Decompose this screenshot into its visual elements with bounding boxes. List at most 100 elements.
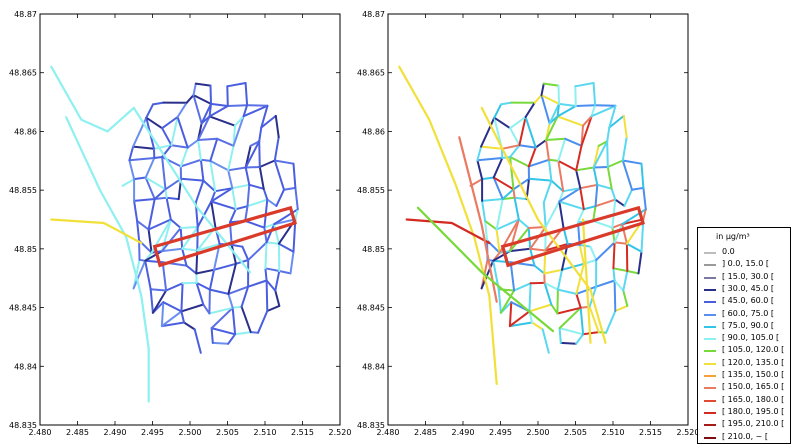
road-segment (642, 186, 647, 211)
road-segment (592, 166, 599, 186)
road-segment (262, 187, 269, 201)
road-segment (230, 243, 237, 265)
road-segment (209, 159, 230, 172)
road-segment (169, 218, 182, 229)
road-segment (153, 196, 168, 200)
road-segment (197, 115, 211, 141)
road-segment (612, 267, 629, 272)
road-segment (249, 331, 260, 334)
x-tick-label: 2.515 (639, 428, 662, 437)
road-segment (556, 105, 577, 118)
y-tick-label: 48.84 (362, 362, 385, 371)
x-tick-label: 2.510 (254, 428, 277, 437)
road-segment (160, 321, 185, 328)
y-tick-label: 48.87 (14, 10, 37, 19)
road-segment (562, 187, 582, 193)
road-segment (144, 157, 156, 179)
road-segment (542, 82, 560, 87)
road-segment (612, 241, 616, 270)
y-tick-label: 48.835 (357, 421, 385, 430)
road-segment (232, 115, 245, 147)
road-segment (192, 82, 197, 97)
road-segment (185, 264, 198, 275)
legend-swatch (704, 276, 716, 279)
road-segment (484, 219, 489, 242)
road-segment (260, 104, 269, 129)
legend-item: [ 120.0, 135.0 [ (702, 357, 792, 369)
road-segment (612, 267, 616, 282)
road-segment (294, 186, 299, 211)
x-tick-label: 2.495 (141, 428, 164, 437)
road-segment (278, 270, 292, 275)
legend-item: [ 60.0, 75.0 [ (702, 308, 792, 320)
road-segment (149, 288, 154, 314)
legend-item: [ 165.0, 180.0 [ (702, 394, 792, 406)
road-segment (596, 183, 613, 190)
legend-label: [ 60.0, 75.0 [ (722, 308, 775, 318)
road-segment (186, 139, 200, 149)
road-segment (575, 262, 585, 295)
road-segment (208, 268, 215, 291)
road-segment (621, 208, 647, 226)
road-segment (193, 328, 202, 354)
road-segment (289, 250, 295, 275)
road-segment (557, 84, 560, 105)
road-segment (556, 288, 559, 315)
road-segment (199, 158, 212, 162)
road-segment (613, 279, 617, 312)
road-segment (227, 333, 237, 345)
road-segment (611, 223, 624, 229)
road-segment (231, 305, 243, 309)
road-segment (214, 187, 234, 193)
road-segment (164, 177, 182, 191)
road-segment (575, 169, 582, 190)
road-segment (202, 303, 211, 315)
road-segment (579, 306, 585, 336)
road-segment (595, 241, 616, 261)
legend-title: in μg/m³ (716, 232, 750, 241)
road-segment (622, 270, 629, 292)
road-segment (545, 137, 567, 141)
x-tick-label: 2.490 (452, 428, 475, 437)
road-segment (226, 85, 229, 107)
road-segment (540, 94, 551, 125)
road-segment (575, 144, 583, 172)
road-segment (161, 156, 167, 191)
road-segment (242, 104, 269, 118)
road-segment (128, 157, 156, 162)
road-segment (518, 144, 537, 149)
legend-item: [ 30.0, 45.0 [ (702, 283, 792, 295)
road-segment (170, 144, 189, 149)
road-segment (242, 104, 249, 118)
road-segment (210, 102, 229, 107)
legend-label: [ 120.0, 135.0 [ (722, 357, 785, 367)
road-segment (528, 303, 553, 313)
road-segment (547, 158, 553, 182)
map-panel-right: 2.480 2.485 2.490 2.495 2.500 2.505 2.510 2.515… (357, 10, 699, 437)
road-segment (227, 166, 247, 172)
road-segment (263, 226, 268, 244)
road-segment (200, 102, 212, 125)
legend-label: [ 135.0, 150.0 [ (722, 370, 785, 379)
road-segment (210, 200, 217, 229)
road-segment (283, 186, 297, 191)
road-segment (132, 145, 155, 150)
legend-swatch (704, 350, 716, 353)
road-segment (543, 268, 563, 275)
road-segment (509, 144, 521, 158)
road-segment (547, 158, 560, 162)
road-segment (548, 102, 560, 125)
road-segment (513, 196, 528, 201)
road-segment (209, 159, 217, 193)
road-segment (493, 103, 502, 119)
road-segment (227, 262, 237, 295)
legend-swatch (704, 387, 716, 390)
legend-item: [ 210.0, ~ [ (702, 431, 792, 443)
legend-item: [ 180.0, 195.0 [ (702, 406, 792, 418)
road-segment (499, 289, 516, 314)
road-segment (556, 268, 563, 291)
road-segment (161, 247, 184, 253)
road-segment (588, 305, 600, 334)
road-segment (509, 247, 532, 253)
